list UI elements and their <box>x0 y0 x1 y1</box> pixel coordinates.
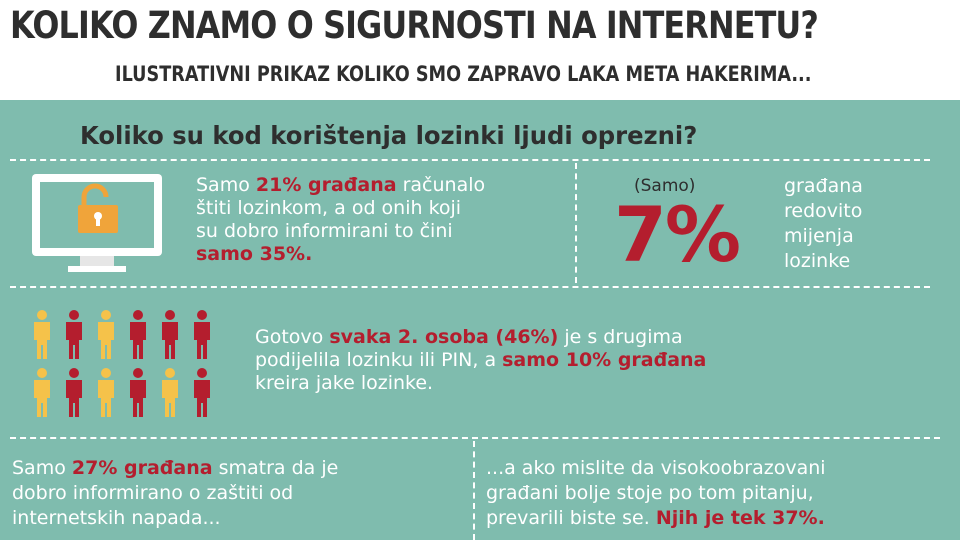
person-icon <box>66 368 82 417</box>
block4-line3: internetskih napada... <box>12 507 221 529</box>
block2-paren: (Samo) <box>634 176 696 196</box>
section-title: Koliko su kod korištenja lozinki ljudi o… <box>80 121 698 150</box>
block3-line1-a: Gotovo <box>255 326 330 348</box>
person-icon <box>66 310 82 359</box>
block4-highlight: 27% građana <box>71 457 213 479</box>
person-icon <box>98 310 114 359</box>
block3-highlight1: svaka 2. osoba (46%) <box>329 326 559 348</box>
block2-text: građana redovito mijenja lozinke <box>784 174 863 274</box>
block1-line1-c: računalo <box>396 174 486 196</box>
block4-line2: dobro informirano o zaštiti od <box>12 482 294 504</box>
block2-line2: redovito <box>784 200 863 222</box>
divider-mid <box>10 286 930 288</box>
monitor-lock-icon <box>32 174 162 272</box>
person-icon <box>162 368 178 417</box>
block1-line2: štiti lozinkom, a od onih koji <box>196 197 462 219</box>
block3-line1-c: je s drugima <box>558 326 683 348</box>
block1-highlight: 21% građana <box>255 174 397 196</box>
block2-line4: lozinke <box>784 250 851 272</box>
person-icon <box>34 310 50 359</box>
stat-block-computer: Samo 21% građana računalo štiti lozinkom… <box>196 174 485 266</box>
divider-top <box>10 159 930 161</box>
block3-line2-a: podijelila lozinku ili PIN, a <box>255 349 503 371</box>
block2-line3: mijenja <box>784 225 854 247</box>
divider-low <box>10 437 940 439</box>
block1-line3: su dobro informirani to čini <box>196 220 453 242</box>
person-icon <box>98 368 114 417</box>
block5-highlight: Njih je tek 37%. <box>655 507 825 529</box>
divider-vertical-bottom <box>473 441 475 540</box>
block4-line1-c: smatra da je <box>212 457 339 479</box>
block2-big-percent: 7% <box>614 190 741 279</box>
person-icon <box>162 310 178 359</box>
page-subtitle: ILUSTRATIVNI PRIKAZ KOLIKO SMO ZAPRAVO L… <box>115 62 812 86</box>
block5-line2: građani bolje stoje po tom pitanju, <box>486 482 814 504</box>
person-icon <box>194 310 210 359</box>
block5-line1: ...a ako mislite da visokoobrazovani <box>486 457 826 479</box>
block2-line1: građana <box>784 175 863 197</box>
block5-line3-a: prevarili biste se. <box>486 507 656 529</box>
page-title: KOLIKO ZNAMO O SIGURNOSTI NA INTERNETU? <box>10 4 819 47</box>
block1-line1-a: Samo <box>196 174 256 196</box>
header-band-2 <box>0 100 960 158</box>
block3-line3: kreira jake lozinke. <box>255 372 434 394</box>
person-icon <box>194 368 210 417</box>
person-icon <box>34 368 50 417</box>
block1-line4: samo 35%. <box>196 243 313 265</box>
header-band <box>0 0 960 100</box>
divider-vertical-top <box>575 163 577 283</box>
stat-block-sharing: Gotovo svaka 2. osoba (46%) je s drugima… <box>255 326 706 395</box>
block4-line1-a: Samo <box>12 457 72 479</box>
block3-highlight2: samo 10% građana <box>502 349 707 371</box>
people-grid <box>34 310 210 417</box>
person-icon <box>130 310 146 359</box>
person-icon <box>130 368 146 417</box>
stat-block-educated: ...a ako mislite da visokoobrazovani gra… <box>486 456 826 531</box>
stat-block-informed: Samo 27% građana smatra da je dobro info… <box>12 456 338 531</box>
